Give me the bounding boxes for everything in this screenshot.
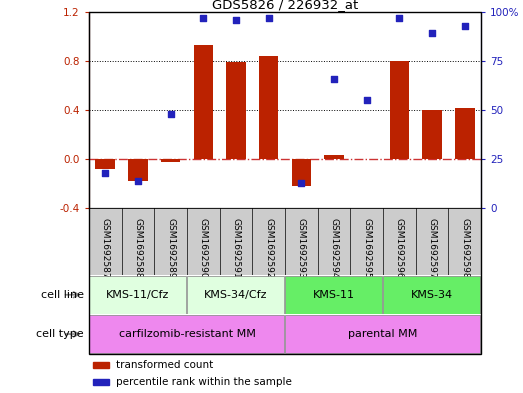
- Text: GSM1692587: GSM1692587: [101, 219, 110, 279]
- Bar: [161, 159, 180, 162]
- Point: [461, 22, 469, 29]
- Point: [265, 15, 273, 21]
- Text: GSM1692588: GSM1692588: [133, 219, 142, 279]
- Point: [297, 180, 305, 186]
- Point: [428, 30, 436, 37]
- Text: GSM1692597: GSM1692597: [428, 219, 437, 279]
- Bar: [383, 276, 480, 314]
- Point: [199, 15, 208, 21]
- Bar: [93, 379, 109, 385]
- Bar: [128, 159, 147, 181]
- Point: [166, 111, 175, 117]
- Bar: [390, 61, 409, 159]
- Text: GSM1692591: GSM1692591: [232, 219, 241, 279]
- Text: GSM1692593: GSM1692593: [297, 219, 306, 279]
- Title: GDS5826 / 226932_at: GDS5826 / 226932_at: [212, 0, 358, 11]
- Text: transformed count: transformed count: [116, 360, 213, 370]
- Bar: [259, 56, 278, 159]
- Bar: [455, 108, 475, 159]
- Bar: [194, 45, 213, 159]
- Text: KMS-11/Cfz: KMS-11/Cfz: [106, 290, 169, 300]
- Text: GSM1692598: GSM1692598: [460, 219, 469, 279]
- Point: [101, 170, 109, 176]
- Text: carfilzomib-resistant MM: carfilzomib-resistant MM: [119, 329, 255, 339]
- Bar: [89, 276, 186, 314]
- Text: KMS-34/Cfz: KMS-34/Cfz: [204, 290, 268, 300]
- Bar: [423, 110, 442, 159]
- Bar: [226, 62, 246, 159]
- Bar: [324, 156, 344, 159]
- Text: KMS-34: KMS-34: [411, 290, 453, 300]
- Text: GSM1692589: GSM1692589: [166, 219, 175, 279]
- Bar: [93, 362, 109, 368]
- Text: cell line: cell line: [41, 290, 84, 300]
- Text: KMS-11: KMS-11: [313, 290, 355, 300]
- Bar: [292, 159, 311, 186]
- Text: GSM1692592: GSM1692592: [264, 219, 273, 279]
- Point: [134, 178, 142, 184]
- Bar: [95, 159, 115, 169]
- Point: [362, 97, 371, 103]
- Point: [330, 75, 338, 82]
- Text: GSM1692595: GSM1692595: [362, 219, 371, 279]
- Text: GSM1692594: GSM1692594: [329, 219, 338, 279]
- Text: GSM1692590: GSM1692590: [199, 219, 208, 279]
- Text: cell type: cell type: [36, 329, 84, 339]
- Bar: [285, 276, 382, 314]
- Text: GSM1692596: GSM1692596: [395, 219, 404, 279]
- Point: [232, 17, 240, 23]
- Text: parental MM: parental MM: [348, 329, 418, 339]
- Point: [395, 15, 404, 21]
- Text: percentile rank within the sample: percentile rank within the sample: [116, 377, 292, 387]
- Bar: [89, 315, 283, 353]
- Bar: [187, 276, 283, 314]
- Bar: [285, 315, 480, 353]
